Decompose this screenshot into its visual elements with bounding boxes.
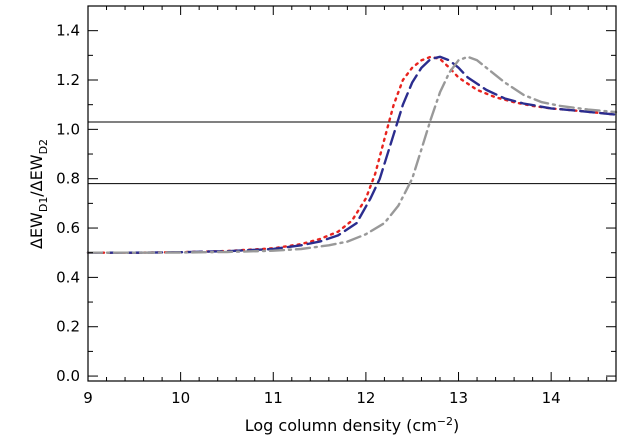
x-tick-label: 10 <box>171 389 190 407</box>
x-tick-label: 12 <box>356 389 375 407</box>
y-axis-label: ΔEWD1/ΔEWD2 <box>27 139 50 249</box>
y-tick-label: 0.6 <box>56 219 80 237</box>
x-axis-label-end: ) <box>453 416 459 435</box>
x-axis-label: Log column density (cm−2) <box>245 415 460 435</box>
y-axis-label-delta2: Δ <box>27 180 46 191</box>
series-lines <box>86 55 618 254</box>
y-axis-label-ew2: EW <box>27 154 46 180</box>
x-tick-label: 11 <box>264 389 283 407</box>
y-tick-label: 0.2 <box>56 318 80 336</box>
y-axis-label-ew1: EW <box>27 212 46 238</box>
x-tick-label: 13 <box>449 389 468 407</box>
y-axis-label-slash: / <box>27 191 46 197</box>
y-axis-label-sub1: D1 <box>37 197 50 212</box>
x-tick-label: 9 <box>83 389 93 407</box>
series-line-dashed <box>86 55 618 254</box>
axis-ticks <box>87 6 616 381</box>
plot-frame <box>87 5 617 382</box>
x-tick-label: 14 <box>542 389 561 407</box>
y-axis-label-sub2: D2 <box>37 139 50 154</box>
y-axis-label-delta1: Δ <box>27 238 46 249</box>
y-tick-label: 0.0 <box>56 367 80 385</box>
series-line-dashdot <box>86 55 618 254</box>
y-tick-labels: 0.0 0.2 0.4 0.6 0.8 1.0 1.2 1.4 <box>56 22 80 385</box>
y-tick-label: 1.4 <box>56 22 80 40</box>
y-tick-label: 0.8 <box>56 170 80 188</box>
x-axis-label-superscript: −2 <box>437 415 453 428</box>
reference-lines <box>88 121 616 185</box>
y-tick-label: 1.2 <box>56 71 80 89</box>
x-axis-label-main: Log column density (cm <box>245 416 437 435</box>
y-tick-label: 1.0 <box>56 120 80 138</box>
y-tick-label: 0.4 <box>56 268 80 286</box>
x-tick-labels: 9 10 11 12 13 14 <box>83 389 560 407</box>
